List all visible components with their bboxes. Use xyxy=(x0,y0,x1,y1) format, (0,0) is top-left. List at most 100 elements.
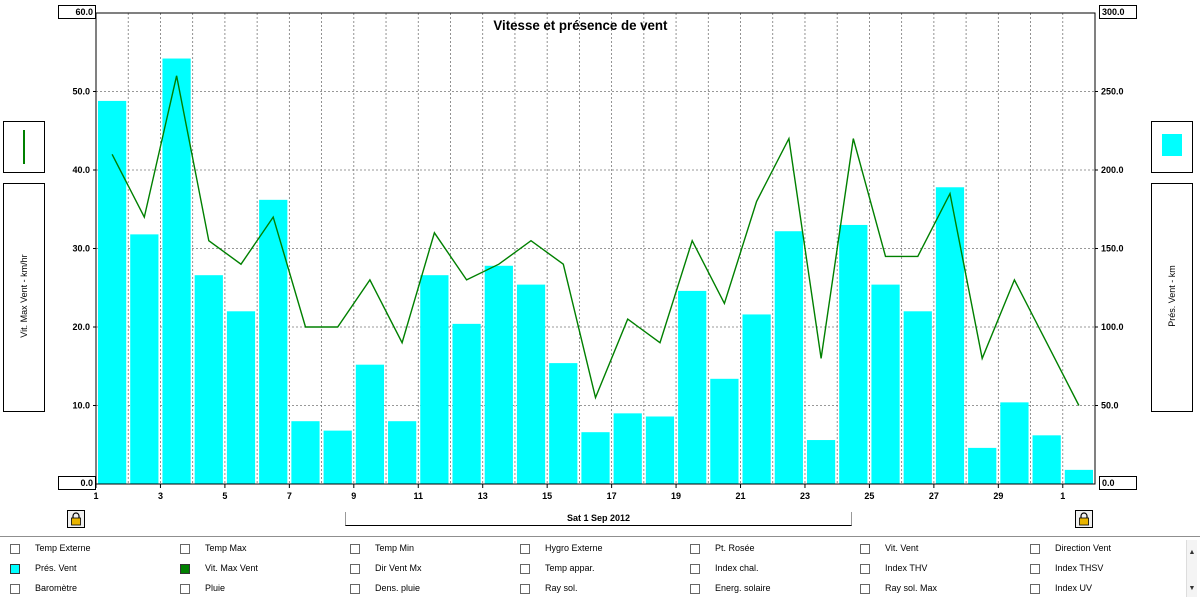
legend-checkbox[interactable] xyxy=(520,564,530,574)
x-tick-label: 21 xyxy=(736,491,746,501)
left-padlock-icon[interactable] xyxy=(67,510,85,528)
legend-label: Ray sol. xyxy=(545,583,578,593)
bar xyxy=(774,231,803,484)
bar xyxy=(645,416,675,484)
bar xyxy=(1000,402,1029,484)
legend-checkbox[interactable] xyxy=(1030,544,1040,554)
x-tick-label: 15 xyxy=(542,491,552,501)
right-axis-min-label: 0.0 xyxy=(1099,476,1137,490)
bar xyxy=(871,284,900,484)
x-tick-label: 29 xyxy=(993,491,1003,501)
left-tick-label: 40.0 xyxy=(72,165,90,175)
legend-checkbox[interactable] xyxy=(10,584,20,594)
bar xyxy=(581,432,610,484)
chart-grid xyxy=(96,13,1095,484)
x-tick-label: 23 xyxy=(800,491,810,501)
legend-checkbox[interactable] xyxy=(690,584,700,594)
plot-frame: 10.0 50.0 20.0 100.0 30.0 150.0 40.0 200.0 50.0 2… xyxy=(72,12,1124,485)
right-tick-label: 250.0 xyxy=(1101,87,1124,97)
legend-label: Dens. pluie xyxy=(375,583,421,593)
left-tick-label: 50.0 xyxy=(72,87,90,97)
bar xyxy=(742,314,771,484)
x-tick-label: 7 xyxy=(287,491,292,501)
right-padlock-icon[interactable] xyxy=(1075,510,1093,528)
legend-checkbox[interactable] xyxy=(180,544,190,554)
bar xyxy=(226,311,256,484)
bar xyxy=(968,447,997,484)
chart-title: Vitesse et présence de vent xyxy=(493,18,667,33)
legend-checkbox[interactable] xyxy=(350,544,360,554)
bar xyxy=(516,284,546,484)
left-series-swatch[interactable] xyxy=(3,121,45,173)
left-tick-label: 20.0 xyxy=(72,322,90,332)
bar xyxy=(1032,435,1061,484)
legend-label: Index chal. xyxy=(715,563,759,573)
right-axis-label: Prés. Vent - km xyxy=(1167,265,1177,327)
line-series-vit-max-vent xyxy=(111,75,1080,406)
legend-checkbox[interactable] xyxy=(520,544,530,554)
right-tick-label: 50.0 xyxy=(1101,401,1119,411)
x-tick-label: 1 xyxy=(1060,491,1065,501)
legend-checkbox[interactable] xyxy=(180,564,190,574)
legend-checkbox[interactable] xyxy=(350,564,360,574)
legend-label: Pt. Rosée xyxy=(715,543,755,553)
legend-label: Vit. Vent xyxy=(885,543,919,553)
bar xyxy=(806,440,836,484)
scroll-down-icon[interactable]: ▼ xyxy=(1188,585,1196,592)
legend-label: Index THSV xyxy=(1055,563,1104,573)
x-tick-label: 9 xyxy=(351,491,356,501)
bar xyxy=(903,311,932,484)
legend-scrollbar[interactable]: ▲ ▼ xyxy=(1186,540,1197,597)
bar xyxy=(935,187,965,484)
legend-checkbox[interactable] xyxy=(690,544,700,554)
bar xyxy=(710,378,739,484)
legend-label: Dir Vent Mx xyxy=(375,563,422,573)
legend-checkbox[interactable] xyxy=(690,564,700,574)
legend-checkbox[interactable] xyxy=(1030,584,1040,594)
legend-label: Hygro Externe xyxy=(545,543,603,553)
legend-label: Ray sol. Max xyxy=(885,583,938,593)
bar xyxy=(484,265,513,484)
legend-label: Energ. solaire xyxy=(715,583,771,593)
legend-label: Temp Min xyxy=(375,543,415,553)
legend-label: Index UV xyxy=(1055,583,1093,593)
legend-checkbox[interactable] xyxy=(860,564,870,574)
legend-label: Temp appar. xyxy=(545,563,595,573)
bar xyxy=(613,413,642,484)
legend-checkbox[interactable] xyxy=(10,564,20,574)
legend-label: Prés. Vent xyxy=(35,563,77,573)
bar xyxy=(291,421,320,484)
legend-checkbox[interactable] xyxy=(350,584,360,594)
date-range-bar[interactable]: Sat 1 Sep 2012 xyxy=(345,512,852,526)
legend-checkbox[interactable] xyxy=(1030,564,1040,574)
left-axis-label-box: Vit. Max Vent - km/hr xyxy=(3,183,45,412)
right-series-swatch[interactable] xyxy=(1151,121,1193,173)
legend-checkbox[interactable] xyxy=(180,584,190,594)
bar xyxy=(839,224,868,484)
bar xyxy=(1064,469,1093,484)
bar xyxy=(162,58,191,484)
legend-checkbox[interactable] xyxy=(520,584,530,594)
legend-panel: Temp Externe Temp Max Temp Min Hygro Extern… xyxy=(0,536,1200,601)
bar xyxy=(549,363,578,484)
legend-label: Pluie xyxy=(205,583,226,593)
right-tick-label: 200.0 xyxy=(1101,165,1124,175)
left-axis-max-label: 60.0 xyxy=(58,5,96,19)
left-tick-label: 30.0 xyxy=(72,244,90,254)
legend-checkbox[interactable] xyxy=(10,544,20,554)
legend-label: Temp Externe xyxy=(35,543,91,553)
legend-checkbox[interactable] xyxy=(860,544,870,554)
x-axis-ticks: 1 3 5 7 9 11 13 15 17 19 21 23 25 27 29 1 xyxy=(93,484,1065,501)
bar xyxy=(388,421,417,484)
scroll-up-icon[interactable]: ▲ xyxy=(1188,549,1196,556)
left-axis-min-label: 0.0 xyxy=(58,476,96,490)
plot-border xyxy=(95,12,1096,485)
legend-checkbox[interactable] xyxy=(860,584,870,594)
x-tick-label: 3 xyxy=(158,491,163,501)
x-tick-label: 13 xyxy=(478,491,488,501)
x-tick-label: 17 xyxy=(607,491,617,501)
right-axis-label-box: Prés. Vent - km xyxy=(1151,183,1193,412)
x-tick-label: 11 xyxy=(414,491,424,501)
x-tick-label: 25 xyxy=(864,491,874,501)
x-tick-label: 5 xyxy=(222,491,227,501)
